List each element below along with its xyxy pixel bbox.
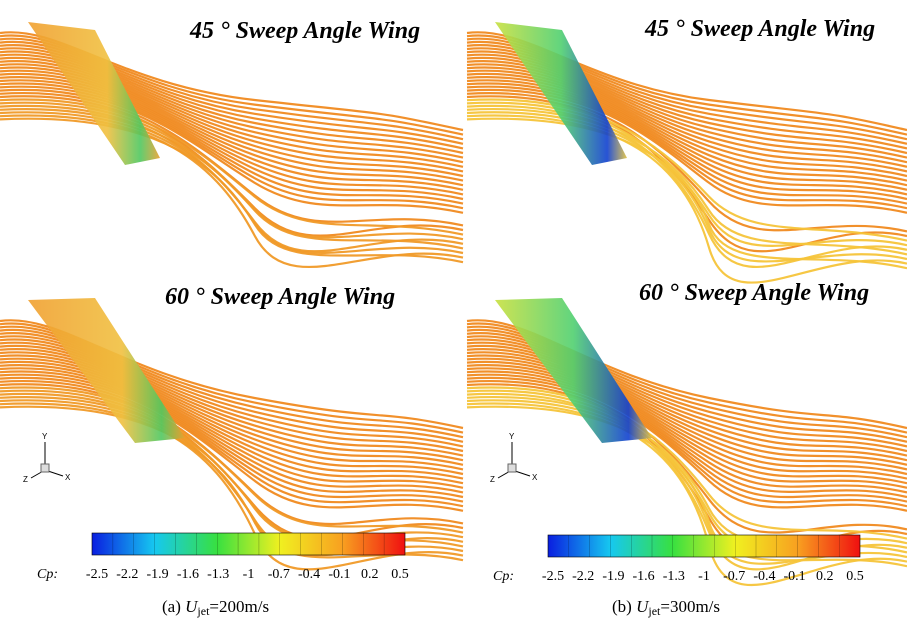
colorbar-tick-label: -1.6 bbox=[177, 567, 199, 582]
colorbar-tick-label: -1.3 bbox=[207, 567, 229, 582]
triad-label: X bbox=[65, 473, 71, 482]
panel: 45 ° Sweep Angle Wing bbox=[0, 18, 464, 269]
caption-subscript: jet bbox=[647, 604, 661, 618]
caption-label: (b) bbox=[612, 597, 636, 616]
triad-label: Y bbox=[42, 432, 48, 441]
colorbar-label: Cp: bbox=[493, 569, 514, 584]
colorbar-tick-label: -1.6 bbox=[633, 569, 655, 584]
wing bbox=[495, 298, 652, 443]
panel-title: 60 ° Sweep Angle Wing bbox=[639, 280, 869, 306]
colorbar-tick-label: -2.5 bbox=[542, 569, 564, 584]
colorbar-tick-label: -0.1 bbox=[784, 569, 806, 584]
colorbar-tick-label: -1 bbox=[698, 569, 710, 584]
colorbar-gradient bbox=[91, 532, 406, 556]
colorbar-tick-label: -0.7 bbox=[268, 567, 290, 582]
wing bbox=[28, 22, 160, 165]
colorbar-tick-label: 0.2 bbox=[816, 569, 834, 584]
colorbar-tick-label: -2.2 bbox=[572, 569, 594, 584]
caption-subscript: jet bbox=[196, 604, 210, 618]
wing bbox=[495, 22, 627, 165]
panel: 60 ° Sweep Angle Wing bbox=[466, 280, 907, 587]
caption: (b) Ujet=300m/s bbox=[612, 597, 720, 618]
colorbar-tick-label: -0.1 bbox=[328, 567, 350, 582]
caption-symbol: U bbox=[185, 597, 199, 616]
colorbar-tick-label: -1.9 bbox=[147, 567, 169, 582]
colorbar-tick-label: -1.9 bbox=[602, 569, 624, 584]
triad-cube bbox=[507, 463, 517, 473]
caption-label: (a) bbox=[162, 597, 185, 616]
caption-rest: =200m/s bbox=[209, 597, 269, 616]
colorbar: Cp: -2.5 -2.2 -1.9 -1.6 -1.3 -1 -0.7 -0.4 -0.1 0.2… bbox=[493, 534, 864, 584]
panel-title: 45 ° Sweep Angle Wing bbox=[189, 18, 420, 44]
wing bbox=[28, 298, 185, 443]
axis-triad: Y Z X bbox=[490, 432, 538, 484]
triad-cube bbox=[40, 463, 50, 473]
panel-title: 45 ° Sweep Angle Wing bbox=[644, 16, 875, 42]
triad-label: Z bbox=[23, 475, 28, 484]
caption-rest: =300m/s bbox=[660, 597, 720, 616]
colorbar-tick-label: -0.4 bbox=[298, 567, 320, 582]
colorbar-tick-label: 0.2 bbox=[361, 567, 379, 582]
colorbar-tick-label: -0.4 bbox=[753, 569, 775, 584]
colorbar-tick-label: 0.5 bbox=[846, 569, 864, 584]
colorbar-tick-label: -2.5 bbox=[86, 567, 108, 582]
caption: (a) Ujet=200m/s bbox=[162, 597, 269, 618]
colorbar-tick-label: -0.7 bbox=[723, 569, 745, 584]
panel-title: 60 ° Sweep Angle Wing bbox=[165, 284, 395, 310]
caption-symbol: U bbox=[636, 597, 650, 616]
triad-label: Z bbox=[490, 475, 495, 484]
triad-label: X bbox=[532, 473, 538, 482]
triad-label: Y bbox=[509, 432, 515, 441]
colorbar-tick-label: -1 bbox=[243, 567, 255, 582]
colorbar: Cp: -2.5 -2.2 -1.9 -1.6 -1.3 -1 -0.7 -0.4 -0.1 0.2… bbox=[37, 532, 409, 582]
panel: 45 ° Sweep Angle Wing bbox=[466, 16, 907, 284]
axis-triad: Y Z X bbox=[23, 432, 71, 484]
colorbar-tick-label: 0.5 bbox=[391, 567, 409, 582]
colorbar-tick-label: -1.3 bbox=[663, 569, 685, 584]
colorbar-tick-label: -2.2 bbox=[116, 567, 138, 582]
colorbar-label: Cp: bbox=[37, 567, 58, 582]
panel: 60 ° Sweep Angle Wing bbox=[0, 284, 464, 571]
colorbar-gradient bbox=[547, 534, 861, 558]
